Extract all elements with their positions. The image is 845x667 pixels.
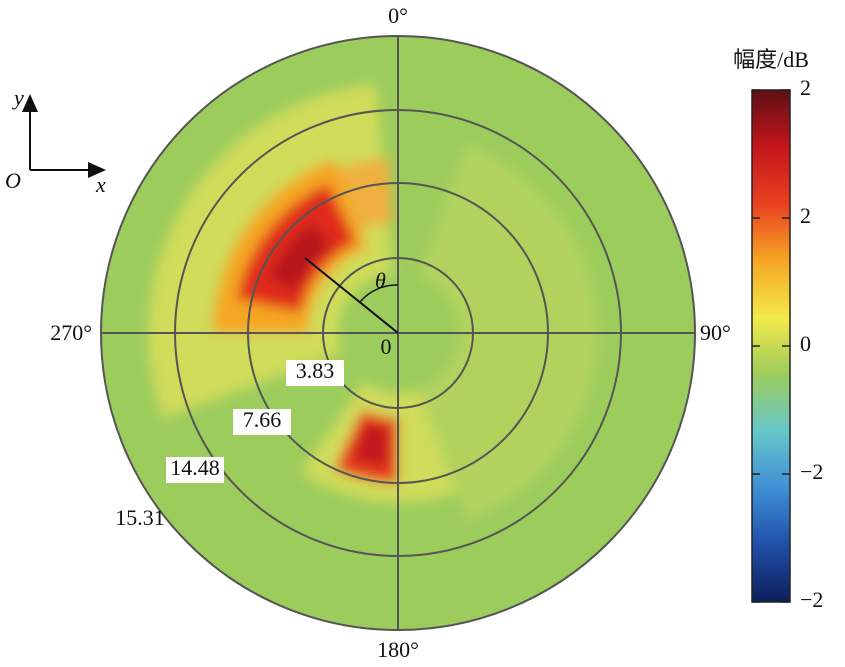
colorbar-tick-label: −2	[800, 459, 823, 484]
colorbar-tick-label: 2	[800, 75, 811, 100]
heat-region	[269, 222, 331, 291]
ring-label: 15.31	[115, 505, 165, 530]
ring-label: 3.83	[296, 358, 335, 383]
angle-arc	[359, 284, 399, 303]
ring-label-box	[166, 457, 224, 483]
axis-origin: O	[5, 168, 21, 193]
colorbar-tick-label: −2	[800, 587, 823, 612]
angle-label: 90°	[700, 320, 731, 345]
angle-label: 270°	[50, 320, 92, 345]
heat-region	[338, 158, 393, 230]
heat-region	[351, 422, 390, 468]
colorbar-title: 幅度/dB	[733, 47, 809, 72]
angle-label: 0°	[388, 3, 408, 28]
axis-x: x	[95, 172, 106, 197]
axis-y: y	[12, 85, 24, 110]
axis-icon: y O x	[5, 85, 106, 197]
heatmap	[148, 83, 598, 521]
colorbar-tick-label: 0	[800, 331, 811, 356]
ring-label-box	[286, 360, 344, 386]
colorbar-ticks: 2 2 0 −2 −2	[752, 75, 823, 612]
center-label: 0	[381, 334, 392, 359]
polar-grid	[100, 35, 696, 631]
polar-plot: θ	[100, 35, 696, 631]
ring-label: 7.66	[243, 407, 282, 432]
angle-label: 180°	[377, 637, 419, 662]
colorbar-tick-label: 2	[800, 203, 811, 228]
ring-label: 14.48	[170, 455, 220, 480]
ring-label-box	[233, 409, 291, 435]
angle-symbol: θ	[375, 268, 386, 293]
angle-ray	[304, 257, 399, 334]
